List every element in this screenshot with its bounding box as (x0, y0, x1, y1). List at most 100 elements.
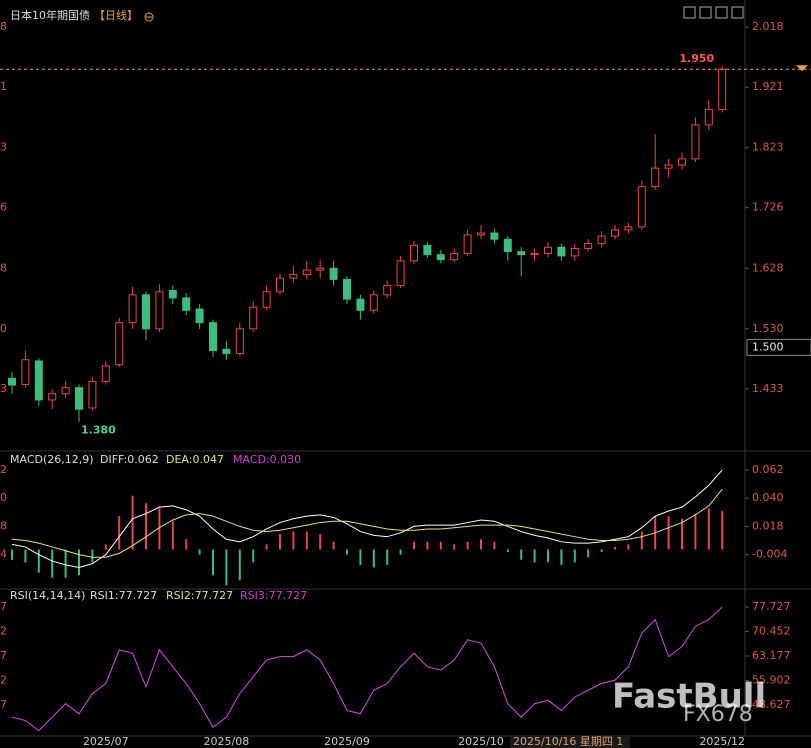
x-tick-label: 2025/07 (83, 735, 129, 748)
candle-body (8, 377, 16, 386)
y-tick-label-left: 1.628 (0, 261, 7, 274)
candle-body (624, 226, 633, 231)
icon[interactable] (144, 12, 154, 22)
x-tick-label: 2025/12 (699, 735, 745, 748)
icon[interactable] (731, 6, 744, 19)
candle-body (396, 260, 405, 287)
legend-entry: DIFF:0.062 (100, 453, 159, 466)
candle-body (423, 244, 432, 256)
candle-body (369, 294, 378, 311)
y-tick-label: 63.177 (752, 649, 791, 662)
legend-entry: MACD:0.030 (233, 453, 301, 466)
y-tick-label-left: -0.004 (0, 548, 7, 561)
candle-body (329, 267, 338, 280)
candle-body (584, 243, 593, 249)
x-tick-label: 2025/08 (204, 735, 250, 748)
y-tick-label-left: 48.627 (0, 698, 7, 711)
y-tick-label-left: 0.040 (0, 491, 7, 504)
candle-body (356, 298, 365, 311)
crosshair-date-label: 2025/10/16 星期四 1 (513, 735, 623, 748)
candle-body (704, 108, 713, 126)
candle-body (718, 68, 727, 110)
y-tick-label-left: 70.452 (0, 625, 7, 638)
y-tick-label: 1.433 (752, 382, 784, 395)
legend-entry: DEA:0.047 (166, 453, 224, 466)
candle-body (463, 234, 472, 254)
y-tick-label: 77.727 (752, 600, 791, 613)
candle-body (61, 387, 70, 395)
candle-body (570, 247, 579, 257)
watermark: FastBull (612, 677, 766, 717)
y-tick-label-left: 63.177 (0, 649, 7, 662)
candle-body (21, 359, 30, 385)
candle-body (678, 158, 686, 166)
candle-body (664, 164, 673, 169)
last-price-label: 1.950 (679, 52, 714, 65)
last-price-arrow (796, 65, 808, 72)
low-label: 1.380 (81, 424, 116, 437)
chart-title: 日本10年期国债 (10, 8, 90, 22)
candle-body (691, 124, 700, 160)
toolbar-icons (683, 6, 744, 19)
candle-body (249, 306, 258, 330)
candle-body (155, 291, 164, 330)
icon[interactable] (715, 6, 728, 19)
candle-body (410, 244, 418, 262)
candle-body (168, 290, 177, 299)
icon[interactable] (699, 6, 712, 19)
candle-body (316, 267, 325, 271)
candle-body (209, 322, 217, 351)
series-line (11, 469, 723, 568)
y-tick-label-left: 1.921 (0, 80, 7, 93)
legend-entry: RSI2:77.727 (166, 589, 233, 602)
crosshair-date-box (510, 737, 630, 748)
candle-body (450, 252, 459, 261)
candle-body (88, 380, 97, 409)
y-tick-label: 2.018 (752, 20, 784, 33)
candle-body (128, 294, 137, 324)
y-tick-label-left: 2.018 (0, 20, 7, 33)
candle-body (142, 294, 150, 330)
y-tick-label: 0.040 (752, 491, 784, 504)
rsi-title: RSI(14,14,14) (10, 589, 85, 602)
y-tick-label-left: 0.062 (0, 463, 7, 476)
candle-body (651, 167, 660, 188)
y-tick-label: 70.452 (752, 625, 791, 638)
y-tick-label: 0.062 (752, 463, 784, 476)
y-tick-label: 1.530 (752, 322, 784, 335)
candle-body (490, 232, 499, 240)
y-tick-label: 0.018 (752, 519, 784, 532)
candle-body (222, 348, 231, 355)
icon[interactable] (683, 6, 696, 19)
candle-body (530, 252, 539, 256)
period-label: 【日线】 (94, 8, 138, 22)
candle-body (597, 235, 606, 245)
candle-body (517, 251, 526, 256)
y-tick-label-left: 0.018 (0, 519, 7, 532)
y-tick-label-left: 1.530 (0, 322, 7, 335)
candle-body (289, 273, 298, 279)
candle-body (637, 186, 646, 228)
candle-body (611, 229, 619, 237)
candle-body (195, 308, 204, 324)
crosshair-price-label: 1.500 (752, 340, 784, 353)
candle-body (557, 246, 566, 257)
y-tick-label: 1.823 (752, 141, 784, 154)
candle-body (48, 393, 57, 401)
y-tick-label-left: 1.726 (0, 201, 7, 214)
y-tick-label-left: 55.902 (0, 673, 7, 686)
candle-body (34, 360, 43, 401)
macd-title: MACD(26,12,9) (10, 453, 94, 466)
y-tick-label: 55.902 (752, 673, 791, 686)
crosshair-price-box (746, 338, 811, 356)
x-tick-label: 2025/10 (458, 735, 504, 748)
candle-body (383, 285, 392, 296)
candle-body (235, 328, 244, 355)
watermark: FX678 (683, 702, 753, 727)
candle-body (101, 365, 110, 382)
candle-body (503, 238, 512, 253)
y-tick-label-left: 1.823 (0, 141, 7, 154)
legend-entry: RSI3:77.727 (240, 589, 307, 602)
candle-body (343, 278, 351, 300)
